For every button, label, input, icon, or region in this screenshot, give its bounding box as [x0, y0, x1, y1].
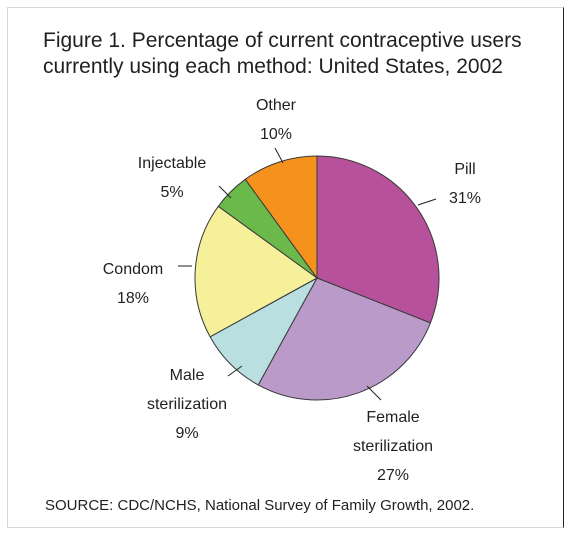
- slice-percent: 18%: [117, 290, 149, 307]
- slice-percent: 9%: [175, 425, 198, 442]
- slice-percent: 5%: [160, 184, 183, 201]
- source-note: SOURCE: CDC/NCHS, National Survey of Fam…: [45, 497, 475, 514]
- slice-percent: 31%: [449, 190, 481, 207]
- slice-name: Male: [170, 367, 205, 384]
- pie-slice-condom: [194, 205, 318, 338]
- chart-title-line-2: currently using each method: United Stat…: [43, 55, 503, 78]
- pie-leader-lines: [178, 147, 437, 401]
- slice-name: Other: [256, 97, 297, 114]
- slice-label-condom: Condom 18%: [103, 261, 163, 307]
- slice-label-female-sterilization: Female sterilization 27%: [353, 409, 433, 484]
- slice-label-other: Other 10%: [256, 97, 297, 143]
- figure-frame: [7, 7, 564, 528]
- slice-name: sterilization: [147, 396, 227, 413]
- pie-slice-female-sterilization: [257, 277, 432, 401]
- leader-line-male-sterilization: [227, 365, 243, 377]
- slice-percent: 27%: [377, 467, 409, 484]
- slice-label-injectable: Injectable 5%: [138, 155, 207, 201]
- slice-label-male-sterilization: Male sterilization 9%: [147, 367, 227, 442]
- pie-labels: Pill 31% Female sterilization 27% Male sterili…: [103, 97, 481, 484]
- slice-name: Female: [366, 409, 419, 426]
- chart-title: Figure 1. Percentage of current contrace…: [43, 28, 553, 80]
- pie-slices: [194, 155, 440, 401]
- slice-percent: 10%: [260, 126, 292, 143]
- chart-title-line-1: Figure 1. Percentage of current contrace…: [43, 29, 522, 52]
- pie-slice-pill: [316, 155, 440, 324]
- slice-name: Injectable: [138, 155, 207, 172]
- slice-name: Condom: [103, 261, 163, 278]
- leader-line-pill: [417, 198, 437, 206]
- leader-line-injectable: [218, 185, 232, 199]
- leader-line-other: [274, 147, 284, 164]
- slice-name: sterilization: [353, 438, 433, 455]
- pie-slice-other: [244, 155, 318, 280]
- leader-line-female-sterilization: [366, 385, 382, 401]
- slice-name: Pill: [454, 161, 475, 178]
- slice-label-pill: Pill 31%: [449, 161, 481, 207]
